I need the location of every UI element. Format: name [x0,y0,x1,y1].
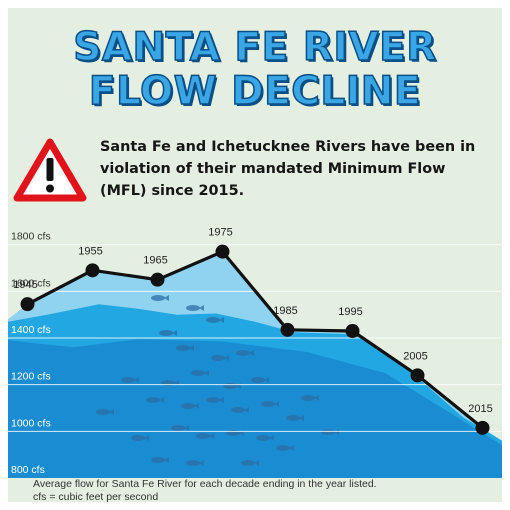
y-tick-label: 1600 cfs [11,277,51,289]
fish-icon [301,395,315,401]
y-tick-label: 1200 cfs [11,371,51,383]
fish-icon [206,397,220,403]
fish-icon [274,401,279,407]
fish-icon [121,377,135,383]
fish-icon [289,445,294,451]
subtitle: Santa Fe and Ichetucknee Rivers have bee… [100,139,476,199]
year-label: 1975 [208,227,232,239]
fish-icon [181,403,195,409]
fish-icon [144,435,149,441]
fish-icon [164,457,169,463]
year-label: 1945 [13,279,37,291]
y-tick-label: 1000 cfs [11,417,51,429]
fish-icon [209,433,214,439]
title-line-2: FLOW DECLINE [88,69,422,115]
fish-icon [172,330,177,336]
data-point [410,368,425,383]
fish-icon [191,370,205,376]
fish-icon [109,409,114,415]
fish-icon [251,377,265,383]
fish-icon [286,415,300,421]
fish-icon [176,345,190,351]
year-label: 1985 [273,305,297,317]
fish-icon [219,317,224,323]
fish-icon [211,355,225,361]
fish-icon [186,460,200,466]
year-label: 2015 [468,403,492,415]
data-point [280,322,295,337]
year-label: 1965 [143,255,167,267]
fish-icon [131,435,145,441]
fish-icon [171,425,185,431]
fish-icon [219,397,224,403]
fish-icon [269,435,274,441]
footnote: Average flow for Santa Fe River for each… [33,478,493,502]
fish-icon [314,395,319,401]
infographic-card: SANTA FE RIVER FLOW DECLINE Santa Fe and… [8,8,502,502]
page-title: SANTA FE RIVER FLOW DECLINE [8,25,502,115]
fish-icon [159,397,164,403]
fish-icon [249,350,254,356]
fish-icon [151,457,165,463]
fish-icon [151,295,165,301]
data-point [150,272,165,287]
deep-water-area [8,339,502,478]
y-tick-label: 1800 cfs [11,231,51,243]
fish-icon [194,403,199,409]
fish-icon [224,355,229,361]
warning-triangle-icon [13,138,87,202]
fish-icon [199,460,204,466]
fish-icon [256,435,270,441]
title-line-1: SANTA FE RIVER [72,25,437,71]
fish-icon [196,433,210,439]
fish-icon [223,383,237,389]
fish-icon [276,445,290,451]
fish-icon [321,429,335,435]
year-label: 1995 [338,306,362,318]
fish-icon [96,409,110,415]
fish-icon [199,305,204,311]
footnote-line-2: cfs = cubic feet per second [33,491,159,502]
fish-icon [184,425,189,431]
fish-icon [241,460,255,466]
year-label: 2005 [403,350,427,362]
fish-icon [189,345,194,351]
footnote-line-1: Average flow for Santa Fe River for each… [33,478,377,490]
data-point [345,324,360,338]
fish-icon [134,377,139,383]
fish-icon [164,295,169,301]
data-point [85,263,100,278]
fish-icon [206,317,220,323]
data-point [475,420,490,435]
data-point [20,297,35,312]
fish-icon [261,401,275,407]
fish-icon [231,407,245,413]
fish-icon [264,377,269,383]
fish-icon [334,429,339,435]
y-tick-label: 1400 cfs [11,324,51,336]
fish-icon [236,350,250,356]
data-point [215,244,230,259]
series-line [26,250,484,430]
fish-icon [299,415,304,421]
fish-icon [204,370,209,376]
fish-icon [244,407,249,413]
fish-icon [186,305,200,311]
fish-icon [159,330,173,336]
year-label: 1955 [78,245,102,257]
y-tick-label: 800 cfs [11,464,45,476]
fish-icon [254,460,259,466]
fish-icon [146,397,160,403]
